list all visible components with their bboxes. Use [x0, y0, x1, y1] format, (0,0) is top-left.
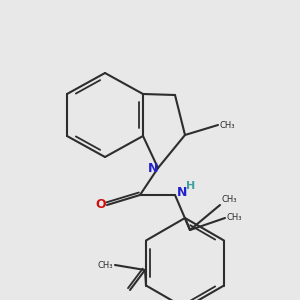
Text: O: O	[95, 199, 106, 212]
Text: H: H	[185, 181, 195, 191]
Text: CH₃: CH₃	[220, 121, 235, 130]
Text: N: N	[176, 185, 187, 199]
Text: CH₃: CH₃	[221, 194, 237, 203]
Text: CH₃: CH₃	[98, 260, 113, 269]
Text: N: N	[147, 161, 158, 175]
Text: CH₃: CH₃	[226, 214, 242, 223]
